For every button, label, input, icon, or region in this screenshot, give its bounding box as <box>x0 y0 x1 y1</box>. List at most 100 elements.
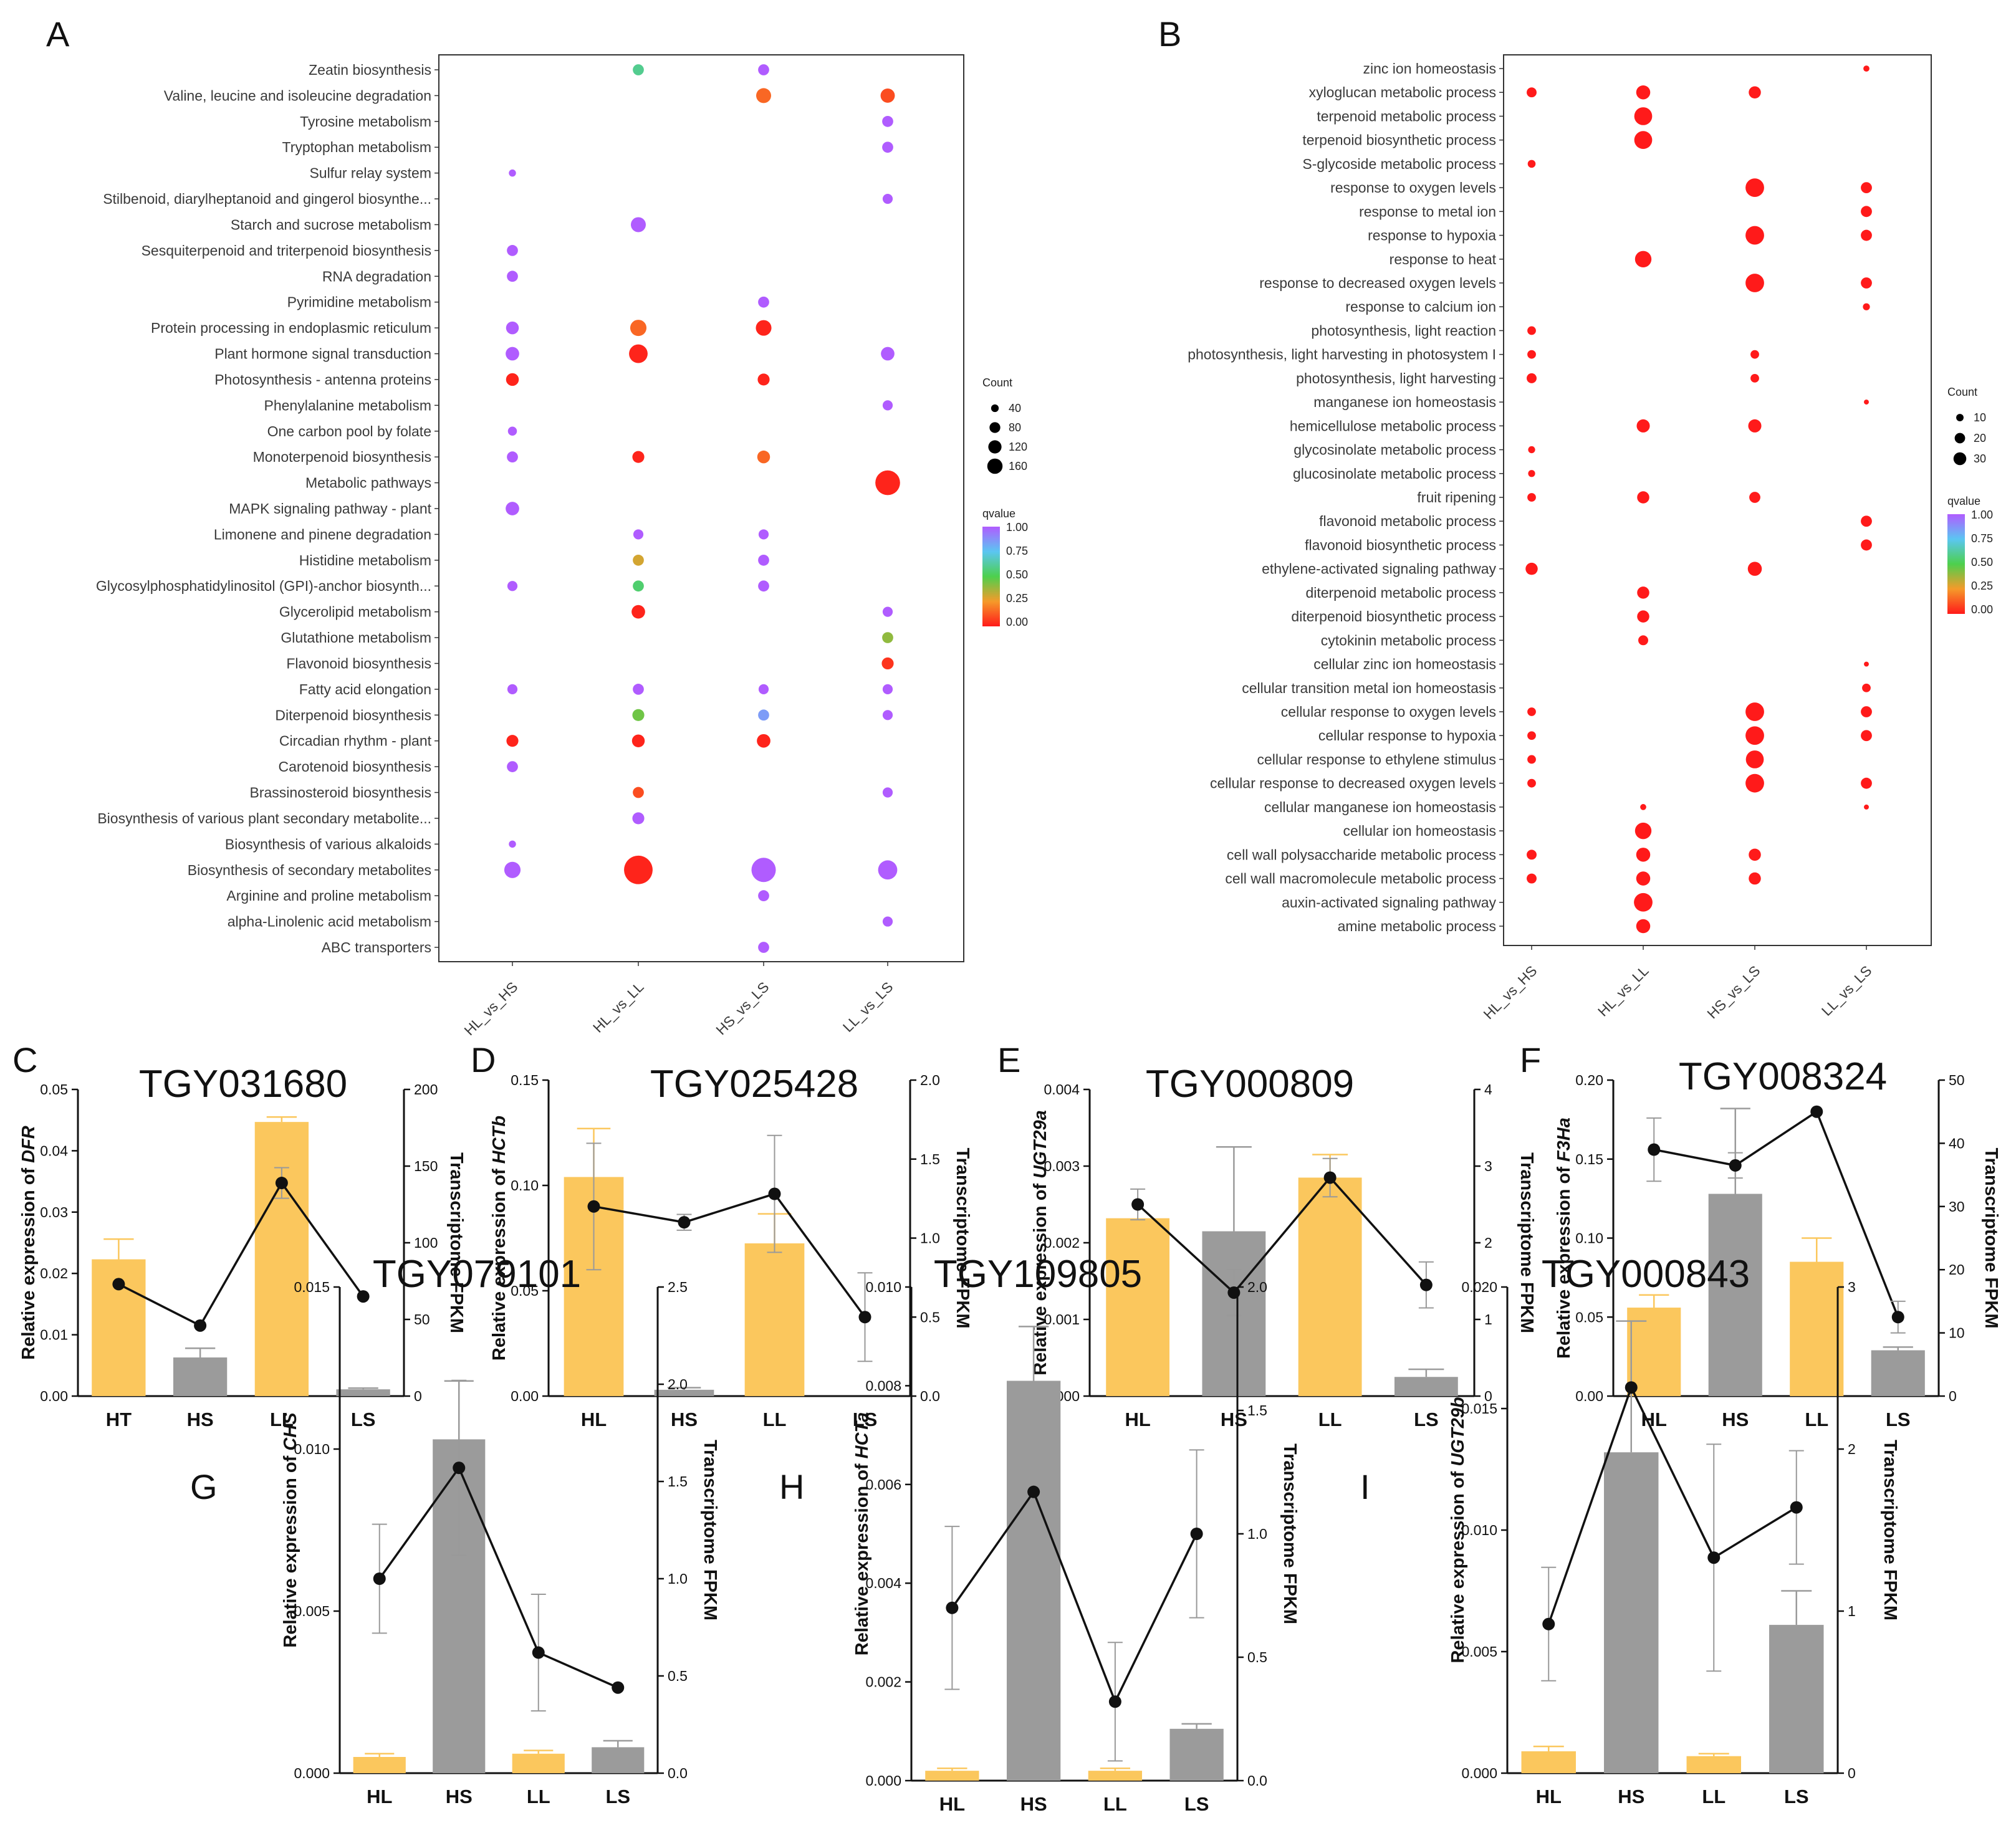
bubble-point <box>882 400 893 411</box>
y-axis-title: Relative expression of CHS <box>281 1412 300 1648</box>
bubble-point <box>1862 683 1871 692</box>
y2-tick-label: 1.5 <box>920 1151 940 1167</box>
y-tick-label: 0.00 <box>40 1388 68 1404</box>
fpkm-point <box>275 1177 288 1190</box>
bubble-point <box>630 320 647 337</box>
y2-axis-title: Transcriptome FPKM <box>446 1152 466 1333</box>
term-label: glucosinolate metabolic process <box>1293 466 1496 482</box>
y2-tick-label: 1.5 <box>668 1473 688 1490</box>
term-label: Valine, leucine and isoleucine degradati… <box>164 87 431 103</box>
y2-tick-label: 2.0 <box>668 1376 688 1392</box>
category-label: HS <box>187 1409 214 1430</box>
panel-label: D <box>471 1040 496 1079</box>
category-label: HL_vs_LL <box>1595 962 1652 1020</box>
bubble-point <box>633 787 644 798</box>
bubble-point <box>507 245 518 256</box>
term-label: S-glycoside metabolic process <box>1302 156 1496 172</box>
bubble-point <box>880 88 895 103</box>
y2-axis-title: Transcriptome FPKM <box>700 1440 720 1620</box>
y-tick-label: 0.02 <box>40 1265 68 1281</box>
bubble-point <box>1525 562 1538 575</box>
bubble-point <box>881 347 895 361</box>
fpkm-line <box>951 1489 1198 1705</box>
term-label: cellular response to oxygen levels <box>1281 704 1496 720</box>
y-tick-label: 0.10 <box>511 1177 539 1194</box>
fpkm-point <box>1625 1381 1638 1394</box>
bubble-point <box>1527 160 1536 168</box>
bubble-point <box>1527 326 1536 335</box>
bar <box>1169 1728 1224 1781</box>
y-tick-label: 0.15 <box>511 1072 539 1088</box>
bubble-point <box>1861 539 1872 551</box>
bubble-point <box>506 502 519 515</box>
bubble-point <box>1745 726 1764 745</box>
bubble-point <box>633 554 644 566</box>
bubble-point <box>1861 777 1872 789</box>
bubble-point <box>507 270 518 282</box>
term-label: cellular ion homeostasis <box>1343 823 1496 839</box>
bubble-point <box>1527 707 1536 716</box>
y2-tick-label: 0 <box>1848 1765 1856 1781</box>
legend-count-dot <box>1956 414 1964 421</box>
y2-tick-label: 200 <box>414 1081 438 1098</box>
term-label: Zeatin biosynthesis <box>309 62 431 78</box>
bubble-point <box>1636 871 1651 886</box>
term-label: Glutathione metabolism <box>281 629 431 646</box>
bubble-point <box>1750 373 1759 383</box>
bubble-point <box>507 426 517 436</box>
bubble-point <box>1634 892 1653 912</box>
fpkm-point <box>1542 1617 1555 1630</box>
legend-count-dot <box>989 422 1001 433</box>
term-label: Starch and sucrose metabolism <box>231 216 431 232</box>
y-tick-label: 0.005 <box>294 1603 330 1619</box>
y2-tick-label: 1.0 <box>668 1571 688 1587</box>
legend-count-value: 10 <box>1974 411 1986 424</box>
legend-qvalue-tick: 0.50 <box>1971 556 1993 568</box>
legend-count-dot <box>1953 452 1967 466</box>
term-label: flavonoid biosynthetic process <box>1305 537 1496 553</box>
bubble-point <box>1527 87 1537 98</box>
legend-qvalue-tick: 0.25 <box>1006 592 1028 605</box>
legend-qvalue-tick: 1.00 <box>1971 509 1993 521</box>
y-axis-title-gene: HCTa <box>852 1412 872 1459</box>
y2-tick-label: 2 <box>1848 1441 1856 1457</box>
term-label: Plant hormone signal transduction <box>214 346 431 362</box>
y-tick-label: 0.015 <box>1461 1400 1497 1417</box>
bubble-point <box>1748 419 1762 433</box>
term-label: flavonoid metabolic process <box>1319 513 1496 529</box>
category-label: HL <box>939 1793 965 1815</box>
category-label: HT <box>106 1409 132 1430</box>
y2-axis-title: Transcriptome FPKM <box>1981 1147 2001 1328</box>
y-axis-title: Relative expression of HCTa <box>852 1412 872 1656</box>
term-label: Tryptophan metabolism <box>282 139 431 155</box>
category-label: LL <box>1702 1786 1726 1807</box>
bar <box>1769 1625 1824 1773</box>
legend-qvalue-tick: 0.75 <box>1971 532 1993 545</box>
term-label: Biosynthesis of various plant secondary … <box>97 810 431 826</box>
y2-tick-label: 3 <box>1484 1158 1492 1174</box>
y-tick-label: 0.015 <box>294 1279 330 1295</box>
term-label: xyloglucan metabolic process <box>1309 84 1496 100</box>
bubble-point <box>1527 493 1536 502</box>
fpkm-point <box>1190 1528 1203 1540</box>
term-label: Tyrosine metabolism <box>300 113 431 130</box>
bubble-point <box>1527 849 1537 860</box>
y-axis-title-gene: UGT29b <box>1448 1397 1468 1466</box>
y-axis-title-gene: F3Ha <box>1554 1117 1574 1162</box>
bubble-point <box>1861 206 1872 218</box>
bar-chart-D: D TGY025428 0.00 0.05 0.10 0.15 0.0 0.5 1.0 1.5 2.… <box>471 1040 972 1430</box>
term-label: Arginine and proline metabolism <box>226 888 431 904</box>
bubble-point <box>758 529 769 540</box>
fpkm-point <box>1108 1695 1121 1708</box>
y2-axis-title: Transcriptome FPKM <box>1517 1152 1537 1333</box>
term-label: Protein processing in endoplasmic reticu… <box>151 320 431 336</box>
term-label: Sulfur relay system <box>309 165 431 181</box>
bubble-point <box>1864 661 1869 667</box>
fpkm-point <box>1027 1485 1040 1498</box>
category-label: LL <box>763 1409 787 1430</box>
legend-qvalue-tick: 0.75 <box>1006 545 1028 557</box>
bubble-point <box>882 684 893 694</box>
bubble-point <box>633 529 644 540</box>
bar <box>336 1389 390 1396</box>
term-label: auxin-activated signaling pathway <box>1282 894 1496 911</box>
